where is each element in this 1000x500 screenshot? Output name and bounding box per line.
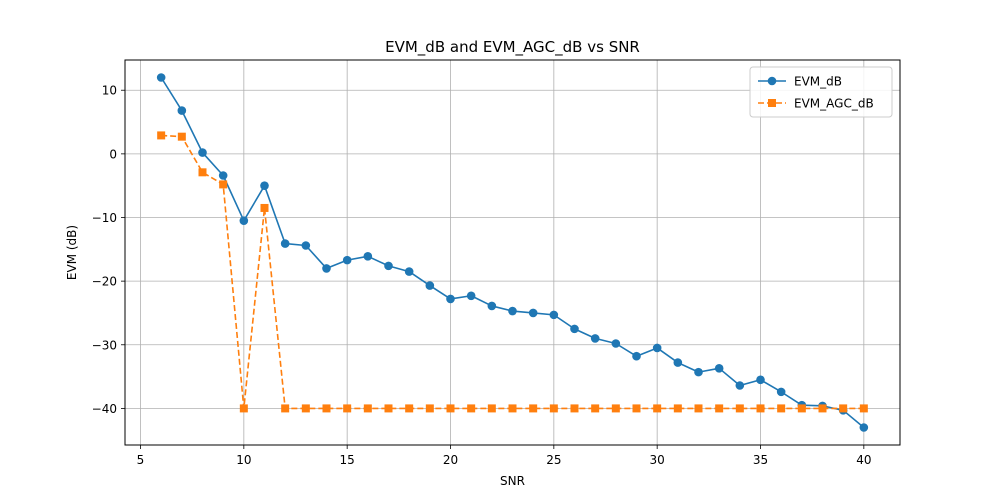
series-layer	[156, 73, 869, 432]
data-point	[301, 241, 311, 250]
data-point	[591, 404, 600, 413]
axis-ticks: 5 10 15 20 25 30 35 40 10 0 −10 −20 −30 −40	[92, 84, 872, 467]
data-point	[694, 367, 703, 377]
x-tick-label: 20	[443, 453, 458, 467]
data-point	[611, 404, 620, 413]
data-point	[508, 404, 517, 413]
data-point	[632, 351, 641, 361]
data-point	[219, 180, 228, 189]
data-point	[404, 267, 414, 276]
data-point	[467, 404, 476, 413]
data-point	[487, 301, 497, 311]
data-point	[777, 404, 786, 413]
data-point	[343, 404, 352, 413]
chart-title: EVM_dB and EVM_AGC_dB vs SNR	[385, 38, 640, 57]
series-evm-db	[156, 73, 869, 432]
legend-marker	[767, 76, 777, 86]
y-tick-label: −20	[92, 275, 117, 289]
data-point	[673, 358, 683, 367]
legend-marker	[768, 99, 776, 107]
data-point	[156, 73, 166, 82]
legend-label: EVM_dB	[794, 75, 842, 89]
x-axis-label: SNR	[500, 474, 525, 488]
data-point	[859, 404, 868, 413]
data-point	[218, 171, 228, 180]
data-point	[260, 203, 269, 212]
data-point	[384, 261, 393, 271]
data-point	[549, 404, 558, 413]
data-point	[425, 404, 434, 413]
data-point	[487, 404, 496, 413]
data-point	[756, 375, 765, 385]
data-point	[239, 404, 248, 413]
y-tick-label: −40	[92, 402, 117, 416]
data-point	[653, 404, 662, 413]
data-point	[384, 404, 393, 413]
y-tick-label: 0	[109, 147, 117, 161]
data-point	[301, 404, 310, 413]
data-point	[694, 404, 703, 413]
x-tick-label: 25	[546, 453, 561, 467]
legend-box	[749, 66, 893, 118]
data-point	[797, 404, 806, 413]
data-point	[528, 308, 538, 318]
data-point	[157, 131, 166, 140]
data-point	[735, 381, 745, 390]
legend: EVM_dB EVM_AGC_dB	[749, 66, 893, 118]
data-point	[446, 294, 455, 304]
data-point	[446, 404, 455, 413]
data-point	[508, 306, 517, 316]
data-point	[177, 106, 187, 115]
data-point	[405, 404, 414, 413]
data-point	[322, 264, 331, 273]
x-tick-label: 40	[856, 453, 871, 467]
data-point	[818, 404, 827, 413]
plot-frame	[124, 59, 901, 446]
legend-label: EVM_AGC_dB	[794, 97, 874, 111]
data-point	[322, 404, 331, 413]
data-point	[363, 252, 373, 261]
data-point	[652, 343, 662, 353]
data-point	[715, 404, 724, 413]
y-tick-label: −30	[92, 338, 117, 352]
data-point	[570, 324, 579, 334]
data-point	[239, 216, 249, 225]
data-point	[673, 404, 682, 413]
data-point	[756, 404, 765, 413]
data-point	[198, 168, 207, 177]
y-tick-label: 10	[102, 84, 117, 98]
data-point	[549, 310, 559, 320]
legend-entry: EVM_AGC_dB	[758, 97, 874, 111]
data-point	[281, 404, 290, 413]
data-point	[859, 423, 869, 432]
x-tick-label: 15	[340, 453, 355, 467]
data-point	[260, 181, 269, 190]
data-point	[280, 239, 290, 248]
x-tick-label: 30	[650, 453, 665, 467]
data-point	[570, 404, 579, 413]
y-tick-label: −10	[92, 211, 117, 225]
data-point	[198, 148, 207, 157]
data-point	[363, 404, 372, 413]
data-point	[529, 404, 538, 413]
data-point	[776, 387, 786, 397]
y-axis-label: EVM (dB)	[65, 225, 79, 280]
x-tick-label: 10	[236, 453, 251, 467]
data-point	[342, 255, 352, 265]
data-point	[425, 281, 435, 290]
x-tick-label: 5	[137, 453, 145, 467]
data-point	[466, 291, 476, 301]
data-point	[839, 404, 848, 413]
series-evm-agc-db	[157, 131, 868, 413]
data-point	[735, 404, 744, 413]
data-point	[611, 339, 621, 348]
x-tick-label: 35	[753, 453, 768, 467]
data-point	[177, 132, 186, 141]
data-point	[632, 404, 641, 413]
legend-entry: EVM_dB	[758, 75, 842, 89]
data-point	[590, 334, 600, 343]
data-point	[714, 364, 724, 373]
